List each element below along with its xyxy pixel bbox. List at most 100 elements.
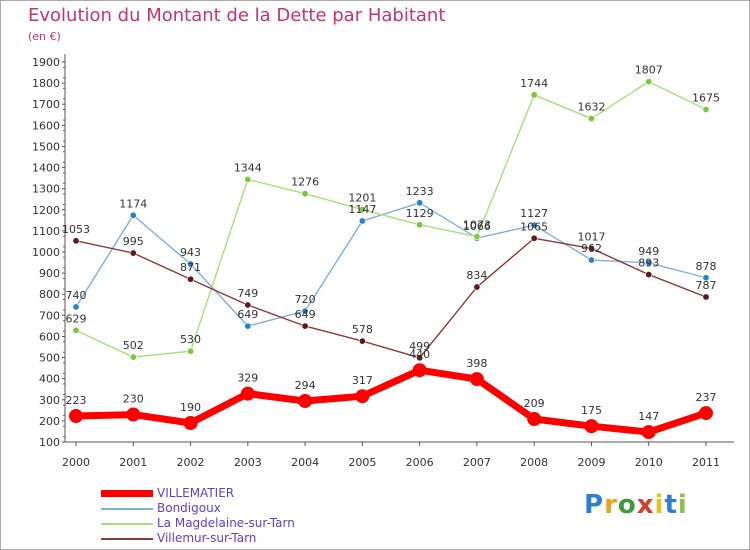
data-point-bondigoux (72, 303, 80, 311)
data-point-bondigoux (358, 217, 366, 225)
data-point-bondigoux (645, 259, 653, 267)
x-tick-label: 2004 (291, 456, 319, 469)
logo-letter: i (654, 490, 665, 520)
data-label-villematier: 223 (66, 394, 87, 407)
data-point-la-magdelaine-sur-tarn (473, 233, 481, 241)
data-point-la-magdelaine-sur-tarn (587, 115, 595, 123)
logo-letter: i (677, 490, 688, 520)
y-tick-label: 1900 (32, 56, 60, 69)
data-label-villematier: 398 (466, 357, 487, 370)
data-label-la-magdelaine-sur-tarn: 1129 (406, 207, 434, 220)
data-point-la-magdelaine-sur-tarn (301, 190, 309, 198)
data-point-villemur-sur-tarn (473, 283, 481, 291)
data-label-villematier: 294 (295, 379, 316, 392)
y-tick-label: 600 (39, 330, 60, 343)
data-label-villematier: 230 (123, 393, 144, 406)
legend-swatch (101, 508, 153, 510)
data-label-villemur-sur-tarn: 893 (638, 257, 659, 270)
data-point-la-magdelaine-sur-tarn (416, 221, 424, 229)
data-label-la-magdelaine-sur-tarn: 1344 (234, 161, 262, 174)
data-point-bondigoux (129, 211, 137, 219)
data-label-la-magdelaine-sur-tarn: 502 (123, 339, 144, 352)
x-tick-label: 2000 (62, 456, 90, 469)
data-label-la-magdelaine-sur-tarn: 1675 (692, 92, 720, 105)
y-tick-label: 1500 (32, 140, 60, 153)
y-tick-label: 800 (39, 288, 60, 301)
data-point-bondigoux (416, 199, 424, 207)
data-point-villematier (240, 386, 255, 401)
data-point-villematier (126, 407, 141, 422)
data-label-villematier: 440 (409, 348, 430, 361)
data-label-bondigoux: 962 (581, 242, 602, 255)
data-point-villematier (584, 419, 599, 434)
logo-letter: P (584, 490, 605, 520)
data-label-bondigoux: 649 (237, 308, 258, 321)
y-tick-label: 1800 (32, 77, 60, 90)
data-label-la-magdelaine-sur-tarn: 1744 (520, 77, 548, 90)
x-tick-label: 2008 (520, 456, 548, 469)
data-label-la-magdelaine-sur-tarn: 1807 (635, 64, 663, 77)
series-line-villematier (75, 366, 708, 436)
data-point-la-magdelaine-sur-tarn (530, 91, 538, 99)
legend-label: Villemur-sur-Tarn (157, 531, 257, 545)
chart-subtitle: (en €) (28, 30, 61, 43)
data-point-la-magdelaine-sur-tarn (702, 106, 710, 114)
data-label-villematier: 329 (237, 372, 258, 385)
legend-label: VILLEMATIER (157, 486, 235, 500)
data-point-la-magdelaine-sur-tarn (244, 175, 252, 183)
data-point-villematier (527, 411, 542, 426)
y-tick-label: 1600 (32, 119, 60, 132)
x-tick-label: 2003 (234, 456, 262, 469)
data-label-bondigoux: 740 (66, 289, 87, 302)
data-point-villematier (699, 406, 713, 421)
data-point-villemur-sur-tarn (416, 354, 424, 362)
logo-letter: x (636, 490, 655, 520)
legend-label: La Magdelaine-sur-Tarn (157, 516, 295, 530)
data-label-villemur-sur-tarn: 1053 (62, 223, 90, 236)
data-point-la-magdelaine-sur-tarn (187, 347, 195, 355)
data-label-bondigoux: 1174 (119, 197, 147, 210)
data-point-villematier (183, 416, 198, 430)
data-label-villematier: 237 (696, 391, 717, 404)
data-point-villemur-sur-tarn (129, 249, 137, 257)
data-label-bondigoux: 878 (696, 260, 717, 273)
data-point-bondigoux (587, 256, 595, 264)
data-point-bondigoux (187, 260, 195, 268)
data-point-villematier (298, 394, 313, 409)
data-label-villematier: 317 (352, 374, 373, 387)
data-point-la-magdelaine-sur-tarn (72, 326, 80, 334)
y-tick-label: 1300 (32, 183, 60, 196)
y-tick-label: 300 (39, 394, 60, 407)
y-tick-label: 1100 (32, 225, 60, 238)
data-point-villemur-sur-tarn (72, 237, 80, 245)
y-tick-label: 900 (39, 267, 60, 280)
data-point-villemur-sur-tarn (530, 234, 538, 242)
data-point-villemur-sur-tarn (187, 275, 195, 283)
data-point-villematier (355, 389, 370, 404)
x-tick-label: 2006 (406, 456, 434, 469)
data-label-villemur-sur-tarn: 749 (237, 287, 258, 300)
series-line-bondigoux (75, 202, 707, 327)
y-tick-label: 1000 (32, 246, 60, 259)
legend-swatch (101, 538, 153, 540)
data-point-la-magdelaine-sur-tarn (358, 206, 366, 214)
y-tick-label: 1400 (32, 162, 60, 175)
series-line-villemur-sur-tarn (75, 237, 707, 359)
x-tick-label: 2007 (463, 456, 491, 469)
data-label-bondigoux: 1066 (463, 220, 491, 233)
legend-label: Bondigoux (157, 501, 221, 515)
data-label-bondigoux: 1147 (348, 203, 376, 216)
data-point-villemur-sur-tarn (587, 244, 595, 252)
data-point-villemur-sur-tarn (702, 293, 710, 301)
data-point-bondigoux (530, 221, 538, 229)
data-label-villemur-sur-tarn: 834 (466, 269, 487, 282)
data-point-la-magdelaine-sur-tarn (645, 78, 653, 86)
data-label-la-magdelaine-sur-tarn: 530 (180, 333, 201, 346)
data-point-bondigoux (301, 307, 309, 315)
data-label-la-magdelaine-sur-tarn: 1201 (348, 192, 376, 205)
chart-title: Evolution du Montant de la Dette par Hab… (28, 5, 446, 26)
data-label-la-magdelaine-sur-tarn: 1276 (291, 176, 319, 189)
y-tick-label: 200 (39, 415, 60, 428)
